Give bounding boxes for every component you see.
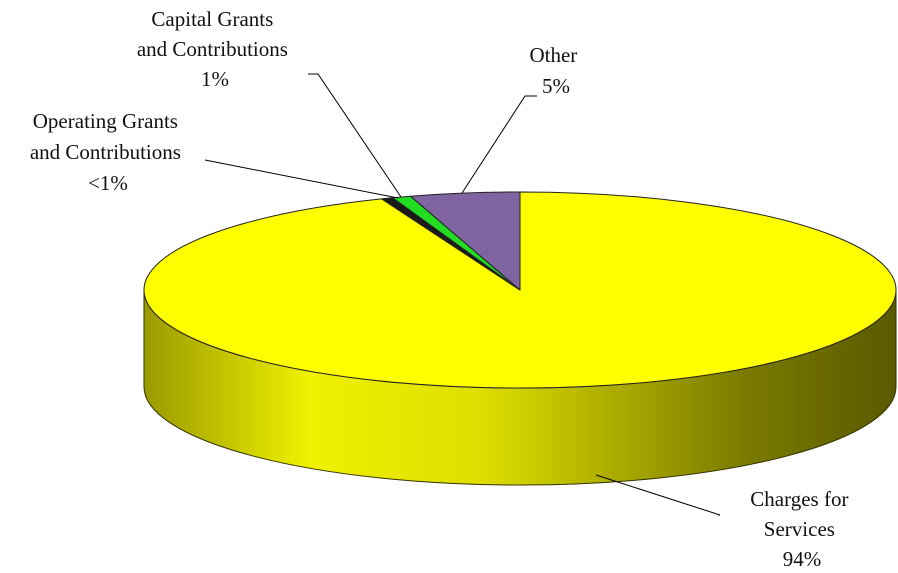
slice-label-capital-grants: Capital Grants and Contributions 1%	[137, 7, 293, 91]
leader-lines	[204, 73, 721, 516]
slice-label-charges-for-services: Charges for Services 94%	[750, 487, 853, 571]
slice-label-other: Other 5%	[529, 43, 582, 98]
slice-label-operating-grants: Operating Grants and Contributions <1%	[30, 109, 186, 195]
leader-line-capital-grants-and-contributions	[308, 73, 402, 198]
leader-line-charges-for-services	[595, 474, 721, 516]
leader-line-other	[461, 95, 537, 194]
pie-slice-other	[410, 191, 521, 291]
pie-body	[143, 191, 897, 486]
leader-line-operating-grants-and-contributions	[204, 159, 399, 199]
